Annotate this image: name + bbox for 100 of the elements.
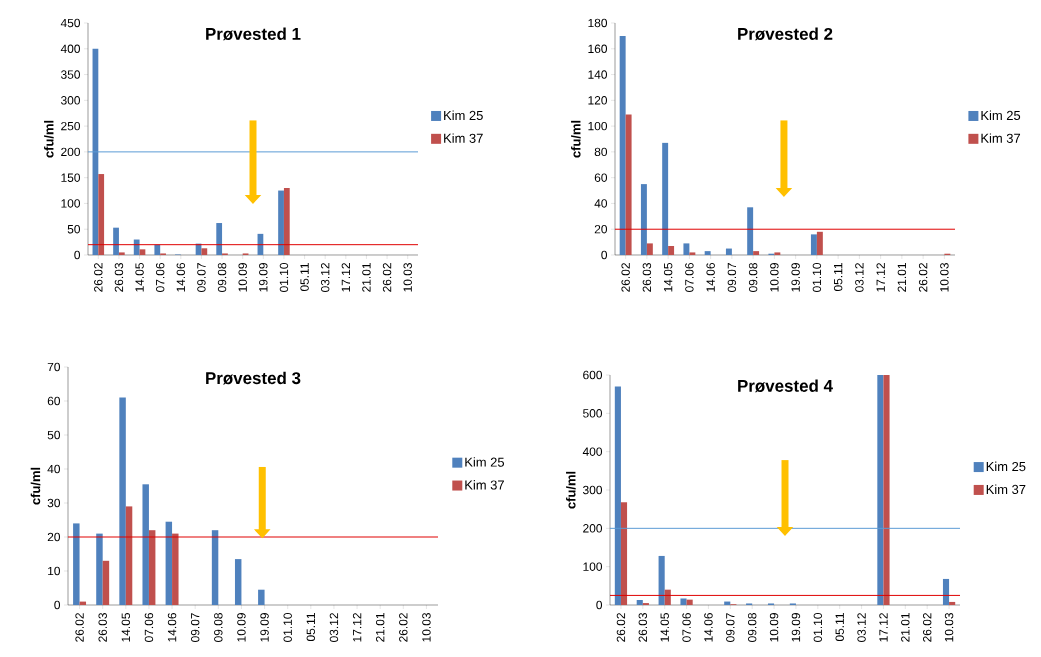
bar xyxy=(942,578,950,605)
x-tick-label: 14.05 xyxy=(121,613,131,642)
bar xyxy=(883,375,890,605)
x-tick-label: 10.09 xyxy=(769,613,779,642)
bar xyxy=(172,533,179,605)
x-tick-label: 10.03 xyxy=(422,613,431,642)
bar xyxy=(234,559,242,605)
y-tick-label: 50 xyxy=(47,430,61,440)
x-tick-label: 03.12 xyxy=(857,613,866,642)
x-tick-label: 07.06 xyxy=(685,263,694,292)
bar xyxy=(133,239,140,255)
x-tick-label: 26.02 xyxy=(616,613,626,642)
x-tick-label: 19.09 xyxy=(259,263,268,292)
y-tick-label: 600 xyxy=(583,370,603,380)
bar xyxy=(686,599,693,605)
bar xyxy=(689,252,696,255)
bar xyxy=(747,207,754,255)
x-tick-label: 26.02 xyxy=(94,263,103,292)
y-tick-label: 100 xyxy=(61,199,81,208)
legend-label: Kim 37 xyxy=(465,480,504,490)
bar xyxy=(662,142,669,255)
y-tick-label: 140 xyxy=(588,70,608,79)
y-tick-label: 80 xyxy=(594,147,608,157)
x-tick-label: 01.10 xyxy=(813,612,823,642)
x-tick-label: 10.03 xyxy=(944,613,954,642)
bar xyxy=(125,506,133,605)
y-tick-label: 60 xyxy=(594,173,608,182)
bar xyxy=(98,174,105,255)
y-tick-label: 450 xyxy=(60,18,81,28)
chart-title: Prøvested 2 xyxy=(738,27,833,41)
x-tick-label: 05.11 xyxy=(835,613,844,642)
bar xyxy=(949,601,956,605)
x-tick-label: 05.11 xyxy=(300,263,309,292)
x-tick-label: 19.09 xyxy=(791,263,800,292)
x-tick-label: 14.06 xyxy=(167,613,177,642)
y-tick-label: 0 xyxy=(54,600,61,610)
x-tick-label: 26.02 xyxy=(621,263,630,292)
x-tick-label: 07.06 xyxy=(682,613,691,642)
chart-title: Prøvested 3 xyxy=(206,371,301,385)
x-tick-label: 26.03 xyxy=(642,263,652,292)
bar xyxy=(614,386,621,605)
bar xyxy=(283,187,290,255)
y-tick-label: 350 xyxy=(60,70,81,79)
y-tick-label: 40 xyxy=(47,464,61,474)
bar xyxy=(165,521,173,605)
legend-label: Kim 25 xyxy=(981,110,1021,121)
x-tick-label: 26.02 xyxy=(75,613,84,642)
x-tick-label: 03.12 xyxy=(320,263,330,292)
bar xyxy=(96,533,103,605)
x-tick-label: 26.02 xyxy=(922,613,932,642)
bar xyxy=(216,223,223,255)
bar xyxy=(640,184,647,255)
x-tick-label: 09.08 xyxy=(747,613,757,642)
bar xyxy=(119,397,126,605)
bar xyxy=(753,251,760,255)
x-tick-label: 01.10 xyxy=(283,612,292,642)
x-tick-label: 10.03 xyxy=(403,263,412,292)
y-axis-title: cfu/ml xyxy=(566,471,576,509)
y-axis-title: cfu/ml xyxy=(571,120,581,158)
y-tick-label: 0 xyxy=(601,250,608,260)
x-tick-label: 26.03 xyxy=(98,613,107,642)
x-tick-label: 26.02 xyxy=(399,613,408,642)
x-tick-label: 17.12 xyxy=(341,263,350,292)
bar xyxy=(258,589,265,605)
legend-label: Kim 37 xyxy=(986,484,1026,494)
x-tick-label: 10.03 xyxy=(940,263,949,292)
x-tick-label: 26.03 xyxy=(114,263,124,292)
bar xyxy=(154,244,161,255)
bar xyxy=(646,243,653,255)
bar xyxy=(620,502,628,605)
x-tick-label: 10.09 xyxy=(237,613,246,642)
bar xyxy=(142,484,149,605)
x-tick-label: 17.12 xyxy=(352,613,362,642)
chart-title: Prøvested 4 xyxy=(738,379,833,393)
y-tick-label: 20 xyxy=(594,224,608,234)
x-tick-label: 17.12 xyxy=(876,263,885,292)
bar xyxy=(73,523,80,605)
y-tick-label: 500 xyxy=(583,409,603,418)
y-tick-label: 150 xyxy=(61,173,81,182)
y-tick-label: 30 xyxy=(47,498,61,508)
x-tick-label: 01.10 xyxy=(279,262,289,292)
x-tick-label: 21.01 xyxy=(897,263,907,292)
bar xyxy=(619,35,626,255)
x-tick-label: 26.03 xyxy=(638,613,648,642)
bar xyxy=(625,114,632,255)
x-tick-label: 07.06 xyxy=(144,613,154,642)
y-tick-label: 400 xyxy=(582,447,603,456)
bar xyxy=(113,227,119,255)
x-tick-label: 09.08 xyxy=(748,263,758,292)
x-tick-label: 09.08 xyxy=(214,613,223,642)
bar xyxy=(680,598,687,605)
x-tick-label: 14.05 xyxy=(663,263,673,292)
y-tick-label: 100 xyxy=(583,562,603,571)
bar xyxy=(148,530,156,605)
x-tick-label: 17.12 xyxy=(879,613,888,642)
bar xyxy=(211,530,219,605)
bar xyxy=(658,555,665,605)
y-tick-label: 200 xyxy=(61,147,81,157)
bar xyxy=(683,243,690,255)
y-axis-title: cfu/ml xyxy=(30,467,41,505)
